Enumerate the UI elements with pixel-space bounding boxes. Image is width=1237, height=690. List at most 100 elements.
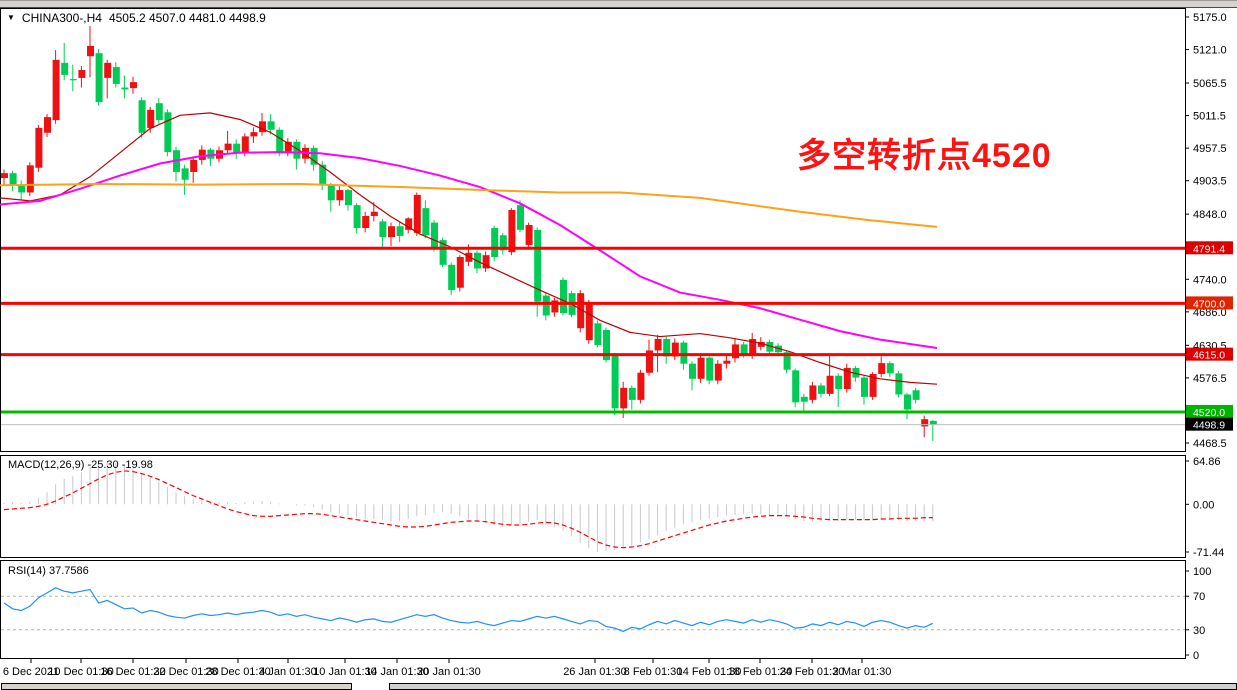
candle-body <box>327 185 335 201</box>
macd-panel-border <box>0 455 1186 558</box>
rsi-axis-label: 30 <box>1193 625 1205 637</box>
candle-body <box>336 190 344 201</box>
candle-body <box>800 396 808 402</box>
candle-body <box>370 211 378 216</box>
candle-body <box>904 394 911 410</box>
candle-body <box>594 323 602 346</box>
candle-body <box>929 420 937 425</box>
x-axis-label: 20 Jan 01:30 <box>417 666 481 678</box>
x-axis-label: 2 Mar 01:30 <box>833 666 892 678</box>
candle-body <box>310 147 318 165</box>
candle-body <box>482 255 490 269</box>
minimized-window[interactable] <box>389 683 1237 690</box>
symbol-dropdown-icon[interactable]: ▼ <box>7 13 15 22</box>
candle-body <box>689 363 696 379</box>
x-axis-label: 26 Jan 01:30 <box>563 666 627 678</box>
candle-body <box>783 352 791 370</box>
x-axis-label: 10 Dec 01:30 <box>48 666 113 678</box>
candle-body <box>267 121 275 130</box>
ma-line-long-orange <box>0 183 938 228</box>
candle-body <box>431 222 438 249</box>
candle-body <box>895 373 903 395</box>
y-axis-label: 5065.5 <box>1193 78 1227 90</box>
candle-body <box>723 360 731 364</box>
price-badge <box>1186 296 1233 310</box>
x-axis-label: 4 Jan 01:30 <box>259 666 317 678</box>
candle-body <box>362 215 370 229</box>
candle-body <box>250 132 258 137</box>
y-axis-label: 4468.5 <box>1193 438 1227 450</box>
rsi-line <box>3 587 934 633</box>
chart-symbol-timeframe: CHINA300-,H4 <box>21 11 102 25</box>
candle-body <box>525 225 533 245</box>
price-badge <box>1186 417 1233 431</box>
rsi-panel-border <box>0 560 1186 659</box>
candle-body <box>680 342 688 364</box>
candle-body <box>861 377 868 397</box>
trader-annotation-text[interactable]: 多空转折点4520 <box>797 137 1052 175</box>
candle-body <box>732 344 739 359</box>
price-badge-label: 4791.4 <box>1193 243 1225 255</box>
minimized-windows-strip <box>0 683 1237 690</box>
x-axis-label: 10 Jan 01:30 <box>313 666 377 678</box>
y-axis-label: 4848.0 <box>1193 209 1227 221</box>
candle-body <box>388 226 395 238</box>
candle-body <box>190 159 198 172</box>
candle-body <box>78 70 86 78</box>
candle-body <box>886 363 894 374</box>
x-axis-label: 14 Jan 01:30 <box>365 666 429 678</box>
candle-body <box>353 205 361 229</box>
candle-body <box>95 53 103 103</box>
candle-body <box>654 338 662 351</box>
candle-body <box>706 357 714 381</box>
candle-body <box>104 62 112 78</box>
candle-body <box>52 59 60 121</box>
candle-body <box>792 370 800 403</box>
minimized-window[interactable] <box>1 683 352 690</box>
candle-body <box>869 373 877 397</box>
rsi-axis-label: 70 <box>1193 591 1205 603</box>
candle-body <box>44 117 51 133</box>
x-axis-label: 22 Dec 01:30 <box>153 666 218 678</box>
candle-body <box>422 208 430 236</box>
x-axis-label: 8 Feb 01:30 <box>624 666 683 678</box>
price-badge-label: 4615.0 <box>1193 350 1225 362</box>
candle-body <box>749 338 757 356</box>
chart-title-bar: ▼ CHINA300-,H4 4505.2 4507.0 4481.0 4498… <box>7 11 266 25</box>
main-panel-border <box>0 8 1186 452</box>
price-badge <box>1186 241 1233 255</box>
candle-body <box>276 129 284 153</box>
x-axis-label: 18 Feb 01:30 <box>728 666 793 678</box>
candle-body <box>448 264 456 291</box>
candle-body <box>345 190 352 206</box>
x-axis-label: 24 Feb 01:30 <box>780 666 845 678</box>
macd-axis-label: 64.86 <box>1193 456 1221 468</box>
candle-body <box>69 79 77 81</box>
candle-body <box>138 100 146 133</box>
y-axis-label: 4576.5 <box>1193 373 1227 385</box>
rsi-axis-label: 100 <box>1193 566 1211 578</box>
candle-body <box>611 355 619 409</box>
macd-axis-label: -71.44 <box>1193 547 1224 559</box>
y-axis-label: 5175.0 <box>1193 12 1227 24</box>
rsi-indicator-label: RSI(14) 37.7586 <box>8 565 89 577</box>
candle-body <box>293 141 301 159</box>
candle-body <box>740 344 748 356</box>
candle-body <box>439 240 447 265</box>
candle-body <box>560 279 567 314</box>
candle-body <box>9 173 17 186</box>
candle-body <box>164 112 172 153</box>
candle-body <box>61 62 69 75</box>
candle-body <box>207 149 215 159</box>
candle-body <box>818 385 825 394</box>
candle-body <box>405 218 413 230</box>
candle-body <box>878 363 886 374</box>
candle-body <box>181 168 189 180</box>
y-axis-label: 5121.0 <box>1193 45 1227 57</box>
candle-body <box>26 165 34 193</box>
candle-body <box>499 235 507 251</box>
candle-body <box>757 342 765 347</box>
candle-body <box>413 194 421 233</box>
